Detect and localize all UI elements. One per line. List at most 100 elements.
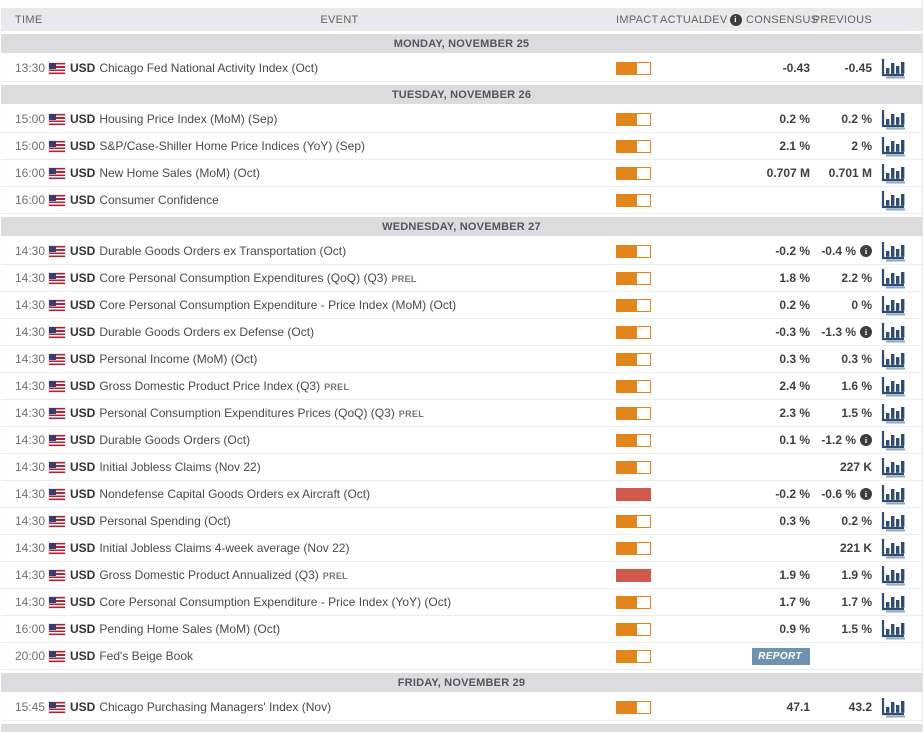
chart-icon[interactable] [879,268,905,289]
report-badge[interactable]: REPORT [752,647,810,665]
event-row[interactable]: 15:45 USD Chicago Purchasing Managers' I… [1,694,922,721]
chart-icon[interactable] [879,136,905,157]
chart-icon[interactable] [879,697,905,718]
event-row[interactable]: 15:00 USD S&P/Case-Shiller Home Price In… [1,133,922,160]
event-name[interactable]: Initial Jobless Claims (Nov 22) [99,460,616,474]
event-row[interactable]: 14:30 USD Gross Domestic Product Annuali… [1,562,922,589]
impact-indicator[interactable] [616,352,651,366]
event-row[interactable]: 14:30 USD Nondefense Capital Goods Order… [1,481,922,508]
event-name[interactable]: Personal Spending (Oct) [99,514,616,528]
chart-icon[interactable] [879,592,905,613]
chart-icon[interactable] [879,295,905,316]
event-row[interactable]: 14:30 USD Initial Jobless Claims (Nov 22… [1,454,922,481]
event-name[interactable]: Core Personal Consumption Expenditures (… [99,271,616,285]
impact-indicator[interactable] [616,61,651,75]
impact-indicator[interactable] [616,298,651,312]
impact-indicator[interactable] [616,139,651,153]
impact-indicator[interactable] [616,112,651,126]
impact-indicator[interactable] [616,271,651,285]
consensus-value: -0.2 % [775,487,810,501]
event-name[interactable]: Gross Domestic Product Annualized (Q3) PR… [99,568,616,582]
impact-indicator[interactable] [616,595,651,609]
impact-indicator[interactable] [616,649,651,663]
chart-icon[interactable] [879,457,905,478]
event-row[interactable]: 16:00 USD Pending Home Sales (MoM) (Oct)… [1,616,922,643]
chart-icon[interactable] [879,190,905,211]
chart-icon[interactable] [879,58,905,79]
dev-info-icon[interactable]: i [729,13,742,26]
event-name[interactable]: Durable Goods Orders ex Transportation (… [99,244,616,258]
impact-indicator[interactable] [616,622,651,636]
event-name[interactable]: Core Personal Consumption Expenditure - … [99,595,616,609]
event-row[interactable]: 14:30 USD Core Personal Consumption Expe… [1,265,922,292]
impact-cell [616,325,660,339]
event-name[interactable]: Chicago Purchasing Managers' Index (Nov) [99,700,616,714]
event-row[interactable]: 14:30 USD Personal Spending (Oct) 0.3 % … [1,508,922,535]
chart-icon[interactable] [879,538,905,559]
event-name[interactable]: Durable Goods Orders (Oct) [99,433,616,447]
event-name[interactable]: S&P/Case-Shiller Home Price Indices (YoY… [99,139,616,153]
event-name[interactable]: Housing Price Index (MoM) (Sep) [99,112,616,126]
consensus-value: 2.1 % [779,139,810,153]
event-row[interactable]: 14:30 USD Personal Consumption Expenditu… [1,400,922,427]
event-name[interactable]: Chicago Fed National Activity Index (Oct… [99,61,616,75]
chart-icon[interactable] [879,619,905,640]
impact-indicator[interactable] [616,514,651,528]
chart-icon[interactable] [879,241,905,262]
impact-indicator[interactable] [616,166,651,180]
impact-indicator[interactable] [616,487,651,501]
impact-indicator[interactable] [616,568,651,582]
event-row[interactable]: 14:30 USD Gross Domestic Product Price I… [1,373,922,400]
chart-icon[interactable] [879,322,905,343]
chart-icon[interactable] [879,109,905,130]
event-row[interactable]: 20:00 USD Fed's Beige Book REPORT [1,643,922,670]
previous-info-icon[interactable]: i [860,488,872,500]
impact-indicator[interactable] [616,406,651,420]
impact-indicator[interactable] [616,325,651,339]
impact-indicator[interactable] [616,700,651,714]
event-row[interactable]: 16:00 USD Consumer Confidence [1,187,922,214]
impact-indicator[interactable] [616,541,651,555]
row-values-group: -0.2 % -0.4 % i [616,241,912,262]
event-name[interactable]: Fed's Beige Book [99,649,616,663]
chart-icon[interactable] [879,511,905,532]
chart-icon[interactable] [879,403,905,424]
event-name[interactable]: Nondefense Capital Goods Orders ex Aircr… [99,487,616,501]
impact-indicator[interactable] [616,433,651,447]
event-row[interactable]: 14:30 USD Durable Goods Orders ex Defens… [1,319,922,346]
event-row[interactable]: 14:30 USD Core Personal Consumption Expe… [1,589,922,616]
previous-info-icon[interactable]: i [860,245,872,257]
chart-icon[interactable] [879,430,905,451]
chart-icon[interactable] [879,376,905,397]
event-name[interactable]: Gross Domestic Product Price Index (Q3) P… [99,379,616,393]
event-row[interactable]: 16:00 USD New Home Sales (MoM) (Oct) 0.7… [1,160,922,187]
chart-icon[interactable] [879,349,905,370]
chart-cell [872,403,912,424]
event-row[interactable]: 14:30 USD Core Personal Consumption Expe… [1,292,922,319]
chart-icon[interactable] [879,484,905,505]
event-name[interactable]: Core Personal Consumption Expenditure - … [99,298,616,312]
event-row[interactable]: 14:30 USD Initial Jobless Claims 4-week … [1,535,922,562]
event-row[interactable]: 13:30 USD Chicago Fed National Activity … [1,55,922,82]
impact-indicator[interactable] [616,379,651,393]
event-time: 15:00 [15,139,46,153]
chart-icon[interactable] [879,163,905,184]
event-name[interactable]: Pending Home Sales (MoM) (Oct) [99,622,616,636]
event-row[interactable]: 14:30 USD Durable Goods Orders ex Transp… [1,238,922,265]
event-name[interactable]: Personal Income (MoM) (Oct) [99,352,616,366]
event-row[interactable]: 15:00 USD Housing Price Index (MoM) (Sep… [1,106,922,133]
impact-indicator[interactable] [616,193,651,207]
event-name[interactable]: Consumer Confidence [99,193,616,207]
event-name[interactable]: Durable Goods Orders ex Defense (Oct) [99,325,616,339]
previous-info-icon[interactable]: i [860,434,872,446]
event-name[interactable]: Personal Consumption Expenditures Prices… [99,406,616,420]
previous-info-icon[interactable]: i [860,326,872,338]
chart-icon[interactable] [879,565,905,586]
event-name[interactable]: New Home Sales (MoM) (Oct) [99,166,616,180]
event-row[interactable]: 14:30 USD Durable Goods Orders (Oct) 0.1… [1,427,922,454]
impact-indicator[interactable] [616,244,651,258]
impact-indicator[interactable] [616,460,651,474]
event-row[interactable]: 14:30 USD Personal Income (MoM) (Oct) 0.… [1,346,922,373]
event-name[interactable]: Initial Jobless Claims 4-week average (N… [99,541,616,555]
